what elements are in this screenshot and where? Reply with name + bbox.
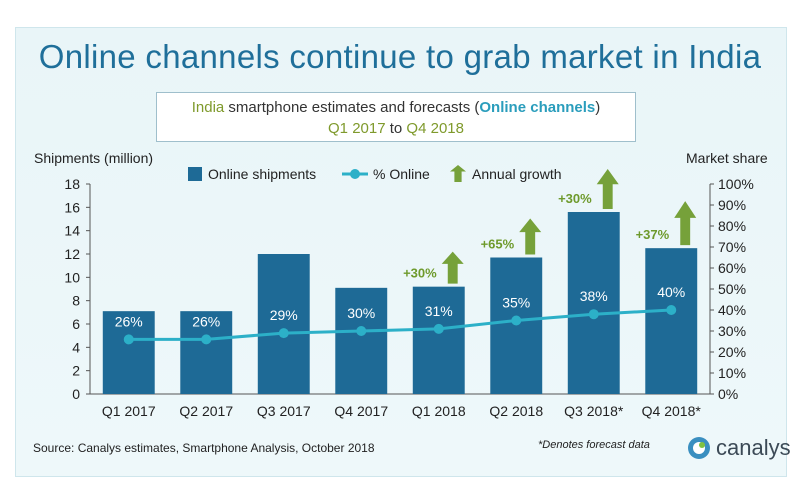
subtitle-close: ) — [595, 99, 601, 116]
y2-tick-label: 10% — [718, 365, 746, 381]
percent-label: 30% — [347, 305, 375, 321]
source-note: Source: Canalys estimates, Smartphone An… — [33, 441, 375, 455]
bar — [412, 286, 465, 394]
line-point — [123, 334, 134, 345]
subtitle-start: Q1 2017 — [328, 120, 386, 137]
growth-arrow — [674, 201, 697, 246]
bar — [335, 287, 388, 394]
growth-arrow — [441, 251, 464, 284]
logo-text: canalys — [716, 435, 791, 460]
y2-tick-label: 20% — [718, 344, 746, 360]
subtitle-end: Q4 2018 — [406, 120, 464, 137]
x-tick-label: Q2 2017 — [179, 403, 233, 419]
bar — [257, 254, 310, 394]
line-point — [511, 315, 522, 326]
canalys-logo: canalys — [686, 434, 791, 462]
line-point — [356, 326, 367, 336]
y2-tick-label: 100% — [718, 176, 754, 192]
line-point — [433, 323, 444, 334]
subtitle-to: to — [385, 120, 407, 137]
bar — [102, 311, 155, 394]
line-point — [201, 334, 212, 345]
percent-label: 35% — [502, 295, 530, 311]
x-tick-label: Q1 2018 — [412, 403, 466, 419]
subtitle-country: India — [191, 99, 225, 116]
chart-title: Online channels continue to grab market … — [38, 38, 762, 75]
y-tick-label: 16 — [64, 199, 80, 215]
x-tick-label: Q3 2017 — [257, 403, 311, 419]
x-tick-label: Q2 2018 — [489, 403, 543, 419]
legend-label: Online shipments — [208, 166, 316, 182]
x-tick-label: Q3 2018* — [564, 403, 624, 419]
y2-tick-label: 50% — [718, 281, 746, 297]
y2-tick-label: 80% — [718, 218, 746, 234]
bar — [180, 311, 233, 394]
y-axis-title: Shipments (million) — [34, 150, 154, 166]
y-tick-label: 2 — [72, 363, 80, 379]
y2-tick-label: 60% — [718, 260, 746, 276]
percent-label: 31% — [425, 303, 453, 319]
percent-label: 29% — [270, 307, 298, 323]
growth-arrow — [596, 169, 619, 209]
percent-label: 26% — [115, 313, 143, 329]
growth-label: +30% — [403, 266, 437, 281]
y-tick-label: 14 — [64, 223, 80, 239]
subtitle-box: India smartphone estimates and forecasts… — [156, 92, 636, 142]
growth-label: +37% — [636, 227, 670, 242]
growth-label: +65% — [481, 237, 515, 252]
line-point — [588, 309, 599, 320]
legend-swatch-bar — [188, 167, 202, 181]
canalys-logo-icon — [688, 437, 710, 459]
bar — [490, 257, 543, 394]
y2-tick-label: 30% — [718, 323, 746, 339]
legend-swatch-point — [350, 169, 360, 179]
y-tick-label: 12 — [64, 246, 80, 262]
subtitle-text: smartphone estimates and forecasts ( — [224, 99, 480, 116]
subtitle-line-1: India smartphone estimates and forecasts… — [157, 97, 635, 118]
legend-label: Annual growth — [472, 166, 562, 182]
subtitle-line-2: Q1 2017 to Q4 2018 — [157, 118, 635, 139]
y-tick-label: 18 — [64, 176, 80, 192]
growth-label: +30% — [558, 191, 592, 206]
y2-tick-label: 0% — [718, 386, 738, 402]
forecast-note: *Denotes forecast data — [538, 439, 650, 451]
y-tick-label: 4 — [72, 339, 80, 355]
line-point — [666, 305, 677, 315]
x-tick-label: Q1 2017 — [102, 403, 156, 419]
y-tick-label: 6 — [72, 316, 80, 332]
bar — [567, 212, 620, 394]
percent-online-line — [128, 308, 672, 341]
y2-tick-label: 70% — [718, 239, 746, 255]
percent-label: 38% — [580, 288, 608, 304]
y-tick-label: 0 — [72, 386, 80, 402]
bar — [645, 248, 698, 394]
y-tick-label: 10 — [64, 269, 80, 285]
y2-tick-label: 90% — [718, 197, 746, 213]
legend-swatch-arrow — [450, 165, 466, 182]
growth-arrow — [519, 218, 542, 255]
x-tick-label: Q4 2018* — [642, 403, 702, 419]
percent-label: 26% — [192, 313, 220, 329]
legend-label: % Online — [373, 166, 430, 182]
subtitle-channel: Online channels — [479, 99, 596, 116]
percent-label: 40% — [657, 284, 685, 300]
x-tick-label: Q4 2017 — [334, 403, 388, 419]
line-point — [278, 328, 289, 339]
y-tick-label: 8 — [72, 293, 80, 309]
y2-tick-label: 40% — [718, 302, 746, 318]
y2-axis-title: Market share — [686, 150, 768, 166]
